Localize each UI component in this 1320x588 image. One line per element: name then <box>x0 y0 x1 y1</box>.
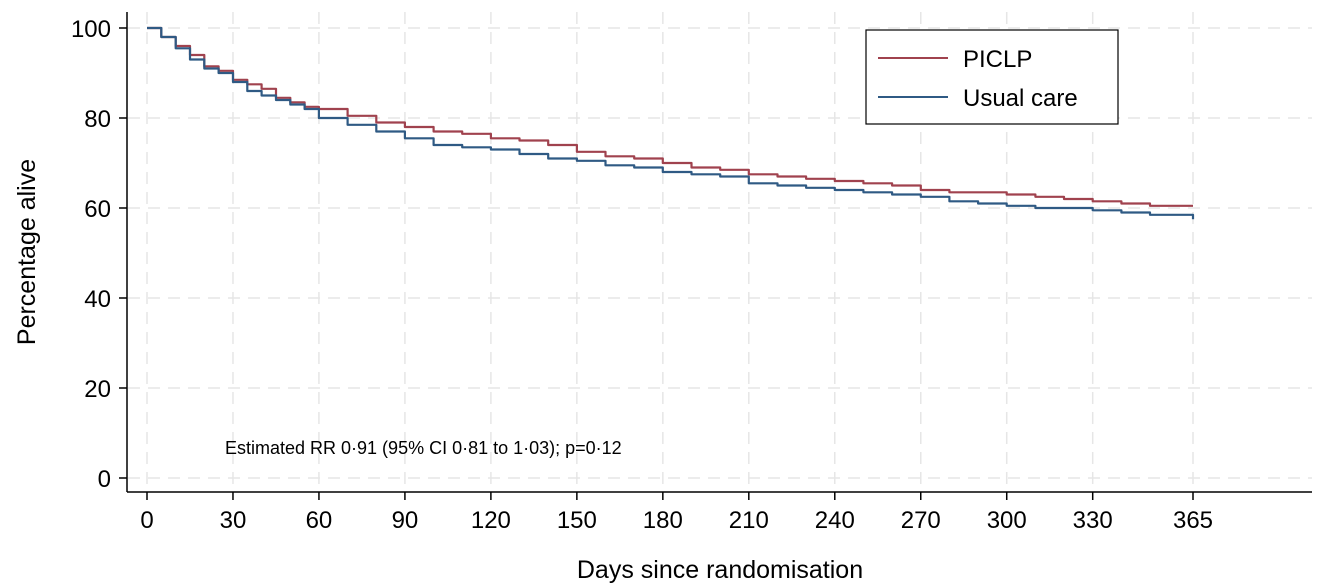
x-tick-label: 330 <box>1073 507 1113 534</box>
x-tick-label: 270 <box>901 507 941 534</box>
y-tick-label: 100 <box>71 16 111 43</box>
y-tick-label: 80 <box>84 106 111 133</box>
series-lines <box>147 26 1195 220</box>
legend-label-usual-care: Usual care <box>963 85 1078 112</box>
x-tick-label: 300 <box>987 507 1027 534</box>
series-line-usual-care <box>147 26 1195 220</box>
grid-lines <box>128 12 1312 491</box>
y-tick-label: 20 <box>84 376 111 403</box>
y-tick-label: 60 <box>84 196 111 223</box>
x-axis-title: Days since randomisation <box>577 556 863 584</box>
legend-label-piclp: PICLP <box>963 46 1032 73</box>
y-axis-title: Percentage alive <box>13 159 41 345</box>
axes <box>126 12 1312 493</box>
x-ticks: 0 30 60 90 120 150 180 210 240 270 300 330 365 <box>140 492 1213 534</box>
y-tick-label: 0 <box>98 466 111 493</box>
legend: PICLP Usual care <box>865 29 1119 125</box>
x-tick-label: 120 <box>471 507 511 534</box>
x-tick-label: 30 <box>220 507 247 534</box>
x-tick-label: 90 <box>392 507 419 534</box>
x-tick-label: 180 <box>643 507 683 534</box>
x-tick-label: 60 <box>306 507 333 534</box>
y-tick-label: 40 <box>84 286 111 313</box>
rr-annotation: Estimated RR 0·91 (95% CI 0·81 to 1·03);… <box>225 438 622 458</box>
legend-box <box>865 29 1119 125</box>
x-tick-label: 210 <box>729 507 769 534</box>
y-ticks: 0 20 40 60 80 100 <box>71 16 127 493</box>
x-tick-label: 240 <box>815 507 855 534</box>
x-tick-label: 365 <box>1173 507 1213 534</box>
x-tick-label: 150 <box>557 507 597 534</box>
x-tick-label: 0 <box>140 507 153 534</box>
